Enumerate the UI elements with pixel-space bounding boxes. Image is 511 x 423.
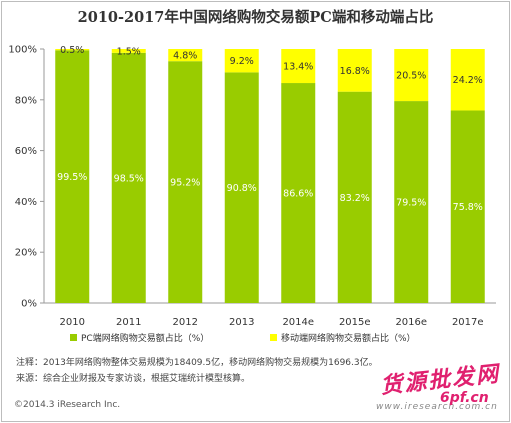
y-tick-label: 100% xyxy=(8,45,37,56)
data-label-mobile: 16.8% xyxy=(340,66,370,77)
bar-mobile xyxy=(224,49,259,73)
bar-pc xyxy=(450,110,485,303)
bar-mobile xyxy=(281,49,316,84)
data-label-pc: 75.8% xyxy=(453,202,483,213)
bar-mobile xyxy=(55,49,90,51)
copyright-text: ©2014.3 iResearch Inc. xyxy=(14,400,121,410)
bar-pc xyxy=(55,50,90,303)
bar-pc xyxy=(281,83,316,303)
bar-mobile xyxy=(394,49,429,102)
data-label-mobile: 13.4% xyxy=(283,62,313,73)
data-label-pc: 83.2% xyxy=(340,193,370,204)
x-tick-label: 2015e xyxy=(339,317,371,328)
chart-note: 注释：2013年网络购物整体交易规模为18409.5亿，移动网络购物交易规模为1… xyxy=(16,358,378,368)
y-tick-label: 80% xyxy=(15,95,37,106)
legend-item-pc: PC端网络购物交易额占比（%） xyxy=(70,331,209,344)
data-label-pc: 99.5% xyxy=(57,172,87,183)
y-tick-label: 20% xyxy=(15,248,37,259)
data-label-mobile: 24.2% xyxy=(453,75,483,86)
y-tick-label: 60% xyxy=(15,146,37,157)
bar-pc xyxy=(224,72,259,303)
watermark-text-en: 6pf.cn xyxy=(440,390,489,406)
chart-source: 来源：综合企业财报及专家访谈，根据艾瑞统计模型核算。 xyxy=(16,374,251,384)
x-tick-label: 2016e xyxy=(395,317,427,328)
data-label-pc: 90.8% xyxy=(227,183,257,194)
bar-pc xyxy=(394,101,429,303)
data-label-pc: 79.5% xyxy=(396,198,426,209)
data-label-pc: 98.5% xyxy=(114,173,144,184)
data-label-mobile: 1.5% xyxy=(117,46,141,57)
legend-item-mobile: 移动端网络购物交易额占比（%） xyxy=(270,331,416,344)
bar-mobile xyxy=(168,49,203,62)
source-url-text: www.iresearch.com.cn xyxy=(376,402,498,412)
chart-legend: PC端网络购物交易额占比（%） 移动端网络购物交易额占比（%） xyxy=(70,331,490,345)
bar-mobile xyxy=(450,49,485,111)
x-tick-label: 2010 xyxy=(60,317,85,328)
x-tick-label: 2011 xyxy=(116,317,141,328)
y-tick-label: 0% xyxy=(21,299,37,310)
legend-swatch-mobile xyxy=(270,334,277,341)
bar-mobile xyxy=(337,49,372,92)
data-label-pc: 86.6% xyxy=(283,189,313,200)
legend-label-pc: PC端网络购物交易额占比（%） xyxy=(81,334,210,344)
x-tick-label: 2017e xyxy=(452,317,484,328)
x-tick-label: 2014e xyxy=(282,317,314,328)
x-tick-label: 2012 xyxy=(173,317,198,328)
data-label-pc: 95.2% xyxy=(170,178,200,189)
bar-pc xyxy=(337,91,372,303)
bar-mobile xyxy=(111,49,146,53)
chart-title: 2010-2017年中国网络购物交易额PC端和移动端占比 xyxy=(77,9,434,26)
data-label-mobile: 9.2% xyxy=(230,56,254,67)
legend-swatch-pc xyxy=(70,334,77,341)
bar-pc xyxy=(111,52,146,304)
y-tick-label: 40% xyxy=(15,197,37,208)
x-tick-label: 2013 xyxy=(229,317,254,328)
data-label-mobile: 4.8% xyxy=(173,51,197,62)
bar-pc xyxy=(168,61,203,303)
legend-label-mobile: 移动端网络购物交易额占比（%） xyxy=(281,334,416,344)
data-label-mobile: 0.5% xyxy=(60,45,84,56)
data-label-mobile: 20.5% xyxy=(396,71,426,82)
